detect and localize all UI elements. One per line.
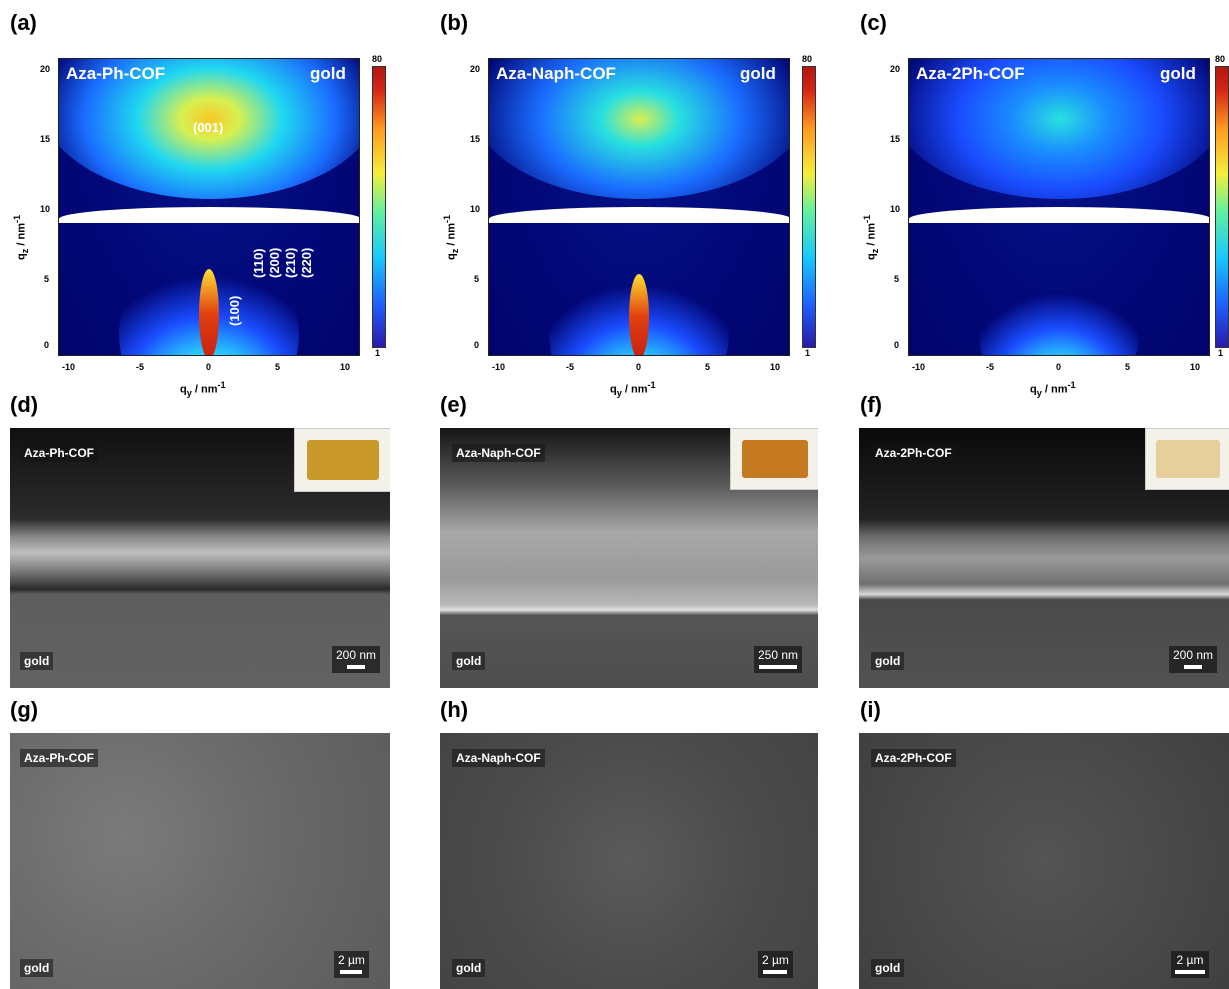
xtick-5: 5 xyxy=(705,362,711,372)
colorbar-max-c: 80 xyxy=(1215,54,1226,64)
panel-letter-c: (c) xyxy=(860,10,887,35)
miller-001: (001) xyxy=(193,120,224,135)
sem-cross-section-e: Aza-Naph-COF gold 250 nm xyxy=(440,428,818,688)
xtick-0: 0 xyxy=(206,362,212,372)
ytick-5: 5 xyxy=(44,274,50,284)
ytick-0: 0 xyxy=(894,340,900,350)
xtick--10: -10 xyxy=(492,362,506,372)
colorbar-max-b: 80 xyxy=(802,54,813,64)
substrate-tag-e: gold xyxy=(452,652,486,670)
xtick--5: -5 xyxy=(136,362,145,372)
sample-label-b: Aza-Naph-COF xyxy=(496,64,616,83)
scale-bar-f: 200 nm xyxy=(1169,646,1218,673)
giwaxs-plot-c: Aza-2Ph-COF gold 80 1 20 15 10 5 0 -10 -… xyxy=(850,50,1229,398)
sample-tag-e: Aza-Naph-COF xyxy=(452,444,545,462)
scale-bar-i: 2 µm xyxy=(1171,951,1209,978)
x-axis-title-a: qy / nm-1 xyxy=(180,380,226,398)
panel-letter-e: (e) xyxy=(440,392,467,417)
photo-inset-f xyxy=(1145,428,1229,490)
sample-label-a: Aza-Ph-COF xyxy=(66,64,166,83)
ytick-20: 20 xyxy=(40,64,51,74)
substrate-tag-h: gold xyxy=(452,959,486,977)
miller-210: (210) xyxy=(283,247,298,278)
scale-bar-e: 250 nm xyxy=(754,646,803,673)
xtick-10: 10 xyxy=(1190,362,1201,372)
y-axis-title-a: qz / nm-1 xyxy=(12,214,30,260)
sem-top-view-g: Aza-Ph-COF gold 2 µm xyxy=(10,733,390,989)
colorbar-b xyxy=(802,66,816,348)
ytick-15: 15 xyxy=(890,134,901,144)
x-axis-title-c: qy / nm-1 xyxy=(1030,380,1076,398)
ytick-15: 15 xyxy=(40,134,51,144)
miller-100: (100) xyxy=(227,295,242,326)
giwaxs-plot-a: Aza-Ph-COF gold (001) (100) (110) (200) … xyxy=(0,50,420,398)
substrate-tag-f: gold xyxy=(871,652,905,670)
miller-220: (220) xyxy=(299,247,314,278)
panel-letter-f: (f) xyxy=(860,392,882,417)
sample-tag-h: Aza-Naph-COF xyxy=(452,749,545,767)
substrate-tag-d: gold xyxy=(20,652,54,670)
y-axis-title-c: qz / nm-1 xyxy=(862,214,880,260)
xtick--10: -10 xyxy=(912,362,926,372)
giwaxs-plot-b: Aza-Naph-COF gold 80 1 20 15 10 5 0 -10 … xyxy=(430,50,850,398)
xtick-5: 5 xyxy=(1125,362,1131,372)
panel-letter-d: (d) xyxy=(10,392,39,417)
ytick-15: 15 xyxy=(470,134,481,144)
sem-top-view-h: Aza-Naph-COF gold 2 µm xyxy=(440,733,818,989)
ytick-0: 0 xyxy=(44,340,50,350)
ytick-0: 0 xyxy=(474,340,480,350)
photo-inset-d xyxy=(294,428,390,492)
panel-letter-b: (b) xyxy=(440,10,469,35)
sem-top-view-i: Aza-2Ph-COF gold 2 µm xyxy=(859,733,1229,989)
substrate-label-a: gold xyxy=(310,64,346,83)
y-axis-title-b: qz / nm-1 xyxy=(442,214,460,260)
xtick--10: -10 xyxy=(62,362,76,372)
xtick-0: 0 xyxy=(636,362,642,372)
xtick-5: 5 xyxy=(275,362,281,372)
panel-letter-h: (h) xyxy=(440,697,469,722)
sample-tag-f: Aza-2Ph-COF xyxy=(871,444,956,462)
ytick-20: 20 xyxy=(890,64,901,74)
ytick-10: 10 xyxy=(890,204,901,214)
sample-tag-g: Aza-Ph-COF xyxy=(20,749,98,767)
scale-bar-h: 2 µm xyxy=(758,951,793,978)
sem-cross-section-f: Aza-2Ph-COF gold 200 nm xyxy=(859,428,1229,688)
scale-bar-g: 2 µm xyxy=(334,951,369,978)
substrate-tag-g: gold xyxy=(20,959,54,977)
xtick-10: 10 xyxy=(340,362,351,372)
sample-tag-i: Aza-2Ph-COF xyxy=(871,749,956,767)
miller-200: (200) xyxy=(267,247,282,278)
ytick-10: 10 xyxy=(40,204,51,214)
colorbar-min-c: 1 xyxy=(1218,348,1224,358)
scale-bar-d: 200 nm xyxy=(332,646,381,673)
ytick-5: 5 xyxy=(474,274,480,284)
ytick-5: 5 xyxy=(894,274,900,284)
xtick--5: -5 xyxy=(566,362,575,372)
colorbar-c xyxy=(1215,66,1229,348)
colorbar-a xyxy=(372,66,386,348)
colorbar-max-a: 80 xyxy=(372,54,383,64)
panel-letter-a: (a) xyxy=(10,10,37,35)
substrate-tag-i: gold xyxy=(871,959,905,977)
photo-inset-e xyxy=(730,428,818,490)
sem-cross-section-d: Aza-Ph-COF gold 200 nm xyxy=(10,428,390,688)
panel-letter-i: (i) xyxy=(860,697,881,722)
xtick--5: -5 xyxy=(986,362,995,372)
colorbar-min-a: 1 xyxy=(375,348,381,358)
sample-label-c: Aza-2Ph-COF xyxy=(916,64,1025,83)
x-axis-title-b: qy / nm-1 xyxy=(610,380,656,398)
ytick-20: 20 xyxy=(470,64,481,74)
panel-letter-g: (g) xyxy=(10,697,39,722)
xtick-10: 10 xyxy=(770,362,781,372)
xtick-0: 0 xyxy=(1056,362,1062,372)
substrate-label-b: gold xyxy=(740,64,776,83)
colorbar-min-b: 1 xyxy=(805,348,811,358)
sample-tag-d: Aza-Ph-COF xyxy=(20,444,98,462)
miller-110: (110) xyxy=(251,248,266,278)
ytick-10: 10 xyxy=(470,204,481,214)
substrate-label-c: gold xyxy=(1160,64,1196,83)
